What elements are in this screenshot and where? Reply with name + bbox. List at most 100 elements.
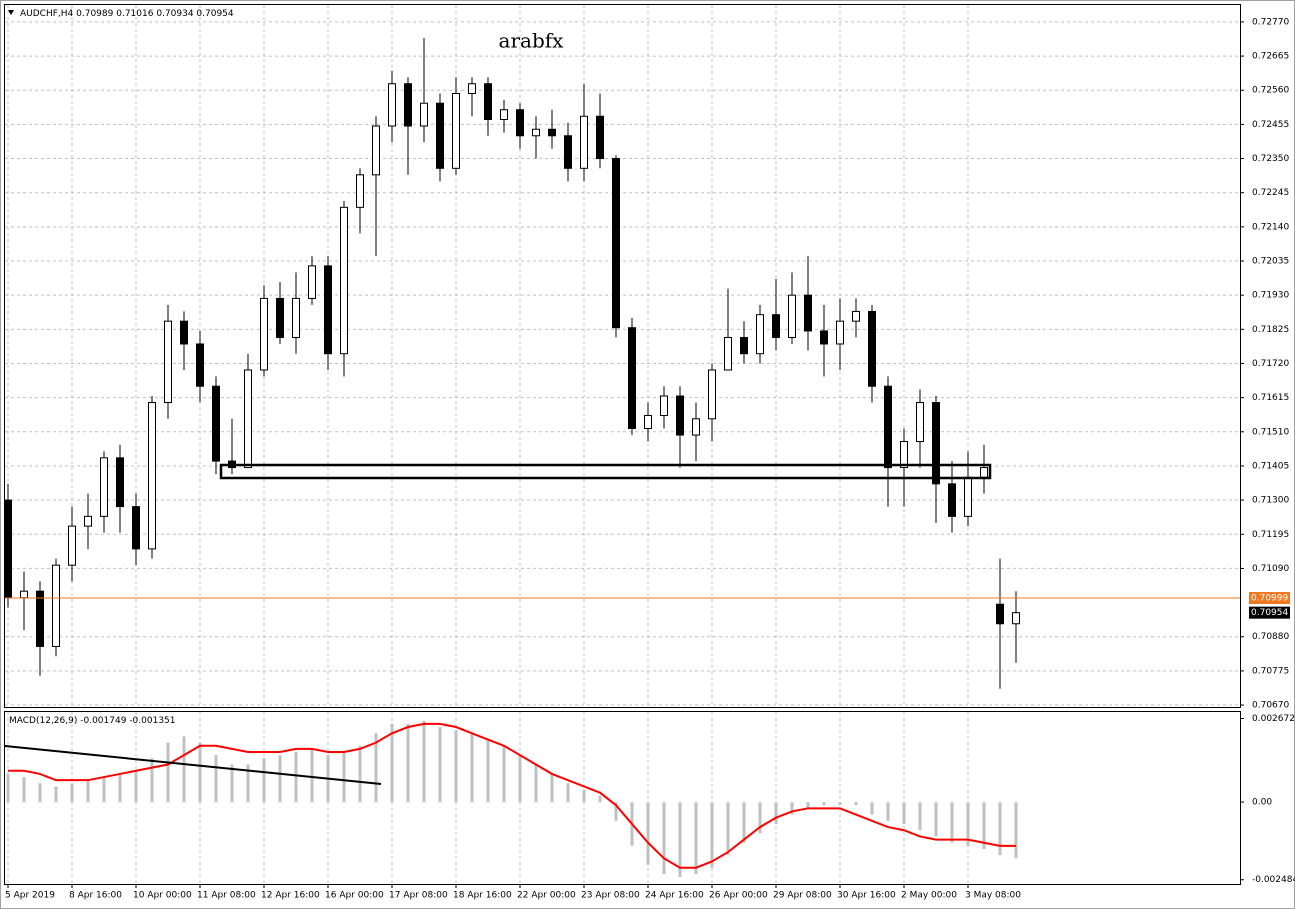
macd-bar xyxy=(150,758,154,803)
price-tag xyxy=(1249,606,1290,619)
candle-body xyxy=(52,564,60,647)
low-value: 0.70934 xyxy=(156,9,193,19)
y-tick-label: 0.71720 xyxy=(1252,359,1289,369)
macd-bar xyxy=(950,802,954,843)
candle-body xyxy=(84,515,92,527)
x-tick-label: 26 Apr 00:00 xyxy=(709,891,768,901)
macd-bar xyxy=(1014,802,1018,859)
candle-body xyxy=(68,525,76,566)
macd-bar xyxy=(774,802,778,824)
candle-body xyxy=(948,483,956,517)
macd-bar xyxy=(966,802,970,846)
x-tick-label: 12 Apr 16:00 xyxy=(261,891,320,901)
candle-body xyxy=(164,320,172,404)
candle-body xyxy=(212,385,220,462)
candle-body xyxy=(468,83,476,94)
y-tick-label: 0.00 xyxy=(1252,798,1272,808)
candle-body xyxy=(244,369,252,469)
macd-bar xyxy=(262,758,266,803)
candle-body xyxy=(292,297,300,338)
price-tag xyxy=(1249,592,1290,605)
candle-body xyxy=(884,385,892,469)
macd-bar xyxy=(422,720,426,803)
macd-bar xyxy=(182,736,186,803)
macd-bar xyxy=(870,802,874,815)
macd-bar xyxy=(566,783,570,803)
y-tick-label: 0.71825 xyxy=(1252,325,1289,335)
macd-bar xyxy=(230,764,234,803)
candle-body xyxy=(308,265,316,299)
y-tick-label: 0.71930 xyxy=(1252,291,1289,301)
y-tick-label: 0.72035 xyxy=(1252,257,1289,267)
candle-body xyxy=(340,206,348,355)
y-tick-label: 0.71510 xyxy=(1252,427,1289,437)
macd-bar xyxy=(614,802,618,821)
macd-bar xyxy=(694,802,698,874)
macd-bar xyxy=(518,755,522,803)
candle-body xyxy=(148,402,156,550)
candle-body xyxy=(932,402,940,485)
candle-body xyxy=(532,128,540,137)
candle-body xyxy=(788,294,796,338)
candle-body xyxy=(180,320,188,345)
x-tick-label: 8 Apr 16:00 xyxy=(69,891,122,901)
x-tick-label: 5 Apr 2019 xyxy=(5,891,55,901)
y-tick-label: 0.72455 xyxy=(1252,120,1289,130)
y-tick-label: 0.70670 xyxy=(1252,701,1289,711)
macd-bar xyxy=(54,786,58,803)
macd-bar xyxy=(486,739,490,803)
macd-bar xyxy=(582,789,586,803)
x-tick-label: 30 Apr 16:00 xyxy=(837,891,896,901)
y-tick-label: 0.71615 xyxy=(1252,393,1289,403)
macd-bar xyxy=(166,742,170,803)
candle-body xyxy=(404,83,412,127)
annotation: arabfx xyxy=(499,29,565,53)
candle-body xyxy=(20,590,28,599)
candle-body xyxy=(804,294,812,332)
candle-body xyxy=(260,297,268,371)
candle-body xyxy=(132,506,140,550)
macd-bar xyxy=(102,777,106,803)
macd-bar xyxy=(294,752,298,803)
macd-bar xyxy=(854,802,858,806)
macd-bar xyxy=(406,723,410,803)
y-tick-label: 0.71405 xyxy=(1252,461,1289,471)
y-tick-label: 0.71195 xyxy=(1252,530,1289,540)
macd-bar xyxy=(934,802,938,837)
main-pane xyxy=(4,4,1241,708)
x-tick-label: 16 Apr 00:00 xyxy=(325,891,384,901)
candle-body xyxy=(500,109,508,121)
y-tick-label: 0.002672 xyxy=(1252,714,1295,724)
candle-body xyxy=(324,265,332,355)
labels: 5 Apr 2019 8 Apr 16:00 10 Apr 00:00 11 Apr … xyxy=(5,17,1295,900)
macd-pane xyxy=(4,711,1241,885)
y-tick-label: 0.72560 xyxy=(1252,86,1289,96)
x-tick-label: 11 Apr 08:00 xyxy=(197,891,256,901)
macd-bar xyxy=(310,748,314,803)
macd-bar xyxy=(822,802,826,806)
candle-body xyxy=(100,457,108,517)
candle-body xyxy=(868,310,876,387)
macd-bar xyxy=(710,802,714,868)
candle-body xyxy=(4,499,12,599)
macd-bar xyxy=(38,783,42,803)
menu-arrow[interactable] xyxy=(8,10,14,15)
y-tick-label: 0.72665 xyxy=(1252,52,1289,62)
candle-body xyxy=(484,83,492,121)
macd-bar xyxy=(998,802,1002,856)
candle-body xyxy=(276,297,284,338)
candle-body xyxy=(836,320,844,345)
candle-body xyxy=(36,590,44,647)
candle-body xyxy=(596,115,604,160)
y-tick-label: 0.72245 xyxy=(1252,188,1289,198)
y-tick-label: -0.002484 xyxy=(1252,875,1295,885)
x-tick-label: 2 May 00:00 xyxy=(901,891,957,901)
candle-body xyxy=(708,369,716,420)
candle-body xyxy=(772,314,780,338)
macd-bar xyxy=(838,802,842,806)
macd-bar xyxy=(742,802,746,843)
macd-bar xyxy=(534,764,538,803)
macd-bar xyxy=(22,777,26,803)
macd-bar xyxy=(86,780,90,803)
